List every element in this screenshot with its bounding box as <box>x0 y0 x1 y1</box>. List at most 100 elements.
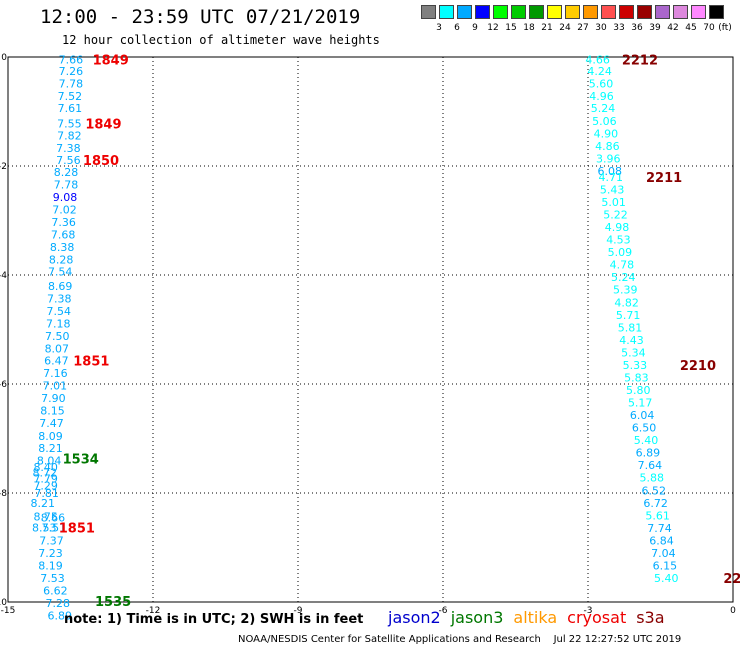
swh-point: 7.53 <box>40 572 65 585</box>
colorbar-swatch <box>565 5 580 19</box>
swh-point: 7.02 <box>52 204 77 217</box>
swh-point: 7.36 <box>51 216 76 229</box>
plot-frame <box>7 56 734 603</box>
colorbar-swatch <box>637 5 652 19</box>
swh-point: 5.34 <box>621 346 646 359</box>
colorbar-swatch <box>511 5 526 19</box>
swh-point: 7.04 <box>651 547 676 560</box>
colorbar-swatch <box>529 5 544 19</box>
y-tick-label: -4 <box>0 271 7 281</box>
swh-point: 6.52 <box>641 484 666 497</box>
colorbar-swatch <box>583 5 598 19</box>
swh-point: 5.17 <box>628 397 653 410</box>
x-tick-label: -15 <box>1 606 16 616</box>
swh-point: 4.43 <box>619 334 644 347</box>
credit-line: NOAA/NESDIS Center for Satellite Applica… <box>238 634 682 645</box>
swh-point: 5.71 <box>616 309 641 322</box>
swh-point: 6.08 <box>598 165 623 178</box>
y-tick-label: -6 <box>0 380 7 390</box>
colorbar-label: 21 <box>541 23 553 33</box>
swh-point: 4.71 <box>598 171 623 184</box>
swh-point: 6.47 <box>44 355 69 368</box>
y-tick-label: -2 <box>0 162 7 172</box>
swh-point: 7.52 <box>58 90 83 103</box>
x-tick-label: -12 <box>146 606 161 616</box>
colorbar-label: 9 <box>472 23 478 33</box>
pass-number-label: 2211 <box>646 171 682 186</box>
swh-point: 7.55 <box>57 117 82 130</box>
y-tick-label: -8 <box>0 489 7 499</box>
swh-point: 7.78 <box>59 78 84 91</box>
swh-point: 7.54 <box>47 305 72 318</box>
swh-point: 7.38 <box>47 292 72 305</box>
swh-point: 7.81 <box>34 487 59 500</box>
swh-point: 7.38 <box>56 142 81 155</box>
swh-point: 5.40 <box>634 434 659 447</box>
colorbar-label: 30 <box>595 23 607 33</box>
legend-jason3: jason3 <box>450 608 504 627</box>
pass-number-label: 22 <box>723 572 740 587</box>
swh-point: 6.04 <box>630 409 655 422</box>
swh-point: 5.01 <box>601 196 626 209</box>
swh-point: 7.79 <box>33 472 58 485</box>
colorbar-swatch <box>655 5 670 19</box>
colorbar-swatch <box>709 5 724 19</box>
swh-point: 4.96 <box>589 90 614 103</box>
swh-point: 7.18 <box>46 318 71 331</box>
swh-point: 7.78 <box>54 179 79 192</box>
swh-point: 8.21 <box>31 497 56 510</box>
pass-number-label: 1535 <box>95 595 131 610</box>
x-tick-label: -3 <box>584 606 593 616</box>
swh-point: 7.23 <box>38 547 63 560</box>
swh-point: 8.69 <box>48 280 73 293</box>
swh-point: 7.74 <box>647 522 672 535</box>
swh-point: 7.54 <box>48 266 73 279</box>
swh-point: 4.98 <box>605 221 630 234</box>
legend-cryosat: cryosat <box>567 608 627 627</box>
swh-point: 5.06 <box>592 115 617 128</box>
x-tick-label: -9 <box>294 606 303 616</box>
swh-point: 7.16 <box>43 367 68 380</box>
swh-point: 3.96 <box>596 152 621 165</box>
swh-point: 6.72 <box>643 497 668 510</box>
swh-point: 7.90 <box>41 392 66 405</box>
swh-point: 7.47 <box>39 417 64 430</box>
swh-point: 8.75 <box>33 510 58 523</box>
colorbar-label: 70 <box>703 23 715 33</box>
swh-point: 4.78 <box>610 259 635 272</box>
x-tick-label: -6 <box>439 606 448 616</box>
colorbar-swatch <box>673 5 688 19</box>
colorbar-swatch <box>457 5 472 19</box>
swh-point: 7.51 <box>42 521 67 534</box>
swh-point: 7.01 <box>43 380 68 393</box>
swh-point: 5.40 <box>654 572 679 585</box>
swh-point: 4.53 <box>606 234 631 247</box>
colorbar-swatch <box>439 5 454 19</box>
swh-point: 6.50 <box>632 422 657 435</box>
colorbar-label: 12 <box>487 23 499 33</box>
swh-point: 8.40 <box>33 461 58 474</box>
colorbar-label: 6 <box>454 23 460 33</box>
swh-point: 7.66 <box>59 54 84 67</box>
swh-point: 8.72 <box>32 466 57 479</box>
swh-point: 8.38 <box>50 241 75 254</box>
swh-point: 5.43 <box>600 183 625 196</box>
satellite-legend: jason2 jason3 altika cryosat s3a <box>388 608 675 627</box>
swh-point: 7.56 <box>56 154 81 167</box>
swh-point: 5.83 <box>624 371 649 384</box>
swh-point: 5.22 <box>603 209 628 222</box>
swh-point: 8.53 <box>32 521 57 534</box>
pass-number-label: 1849 <box>93 54 129 69</box>
colorbar-swatch <box>421 5 436 19</box>
y-tick-label: 0 <box>1 53 7 63</box>
swh-point: 8.09 <box>38 430 63 443</box>
colorbar-swatch <box>493 5 508 19</box>
swh-point: 4.24 <box>587 65 612 78</box>
swh-point: 7.82 <box>57 129 82 142</box>
colorbar-label: 36 <box>631 23 643 33</box>
swh-point: 5.09 <box>608 246 633 259</box>
swh-point: 6.15 <box>653 559 678 572</box>
swh-point: 7.68 <box>51 229 76 242</box>
chart-title: 12:00 - 23:59 UTC 07/21/2019 <box>40 6 361 28</box>
